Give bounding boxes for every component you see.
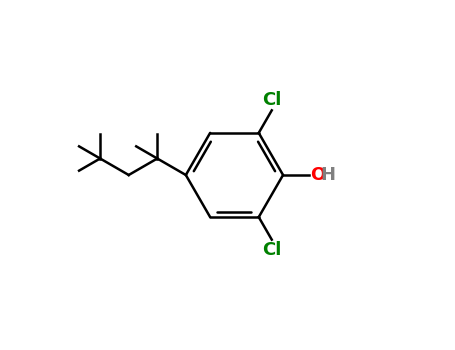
Text: O: O [310,166,325,184]
Text: H: H [320,166,335,184]
Text: Cl: Cl [262,241,282,259]
Text: Cl: Cl [262,91,282,109]
